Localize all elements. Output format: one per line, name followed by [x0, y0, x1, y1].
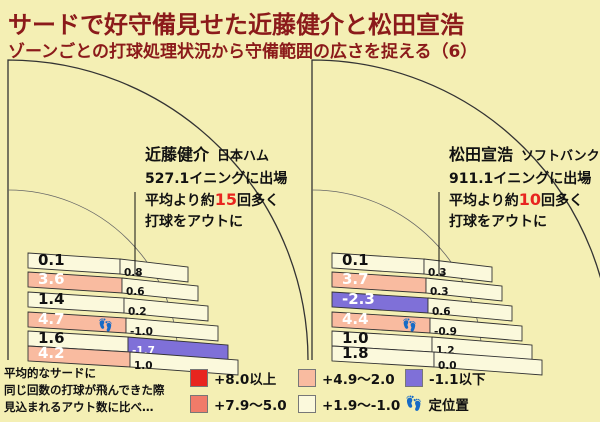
footprints-icon: 👣 — [405, 396, 423, 412]
legend-label: -1.1以下 — [429, 372, 486, 388]
zone-inner-band — [425, 277, 503, 302]
inner-value-label: 0.2 — [128, 306, 147, 318]
outfield-arc — [311, 59, 600, 360]
inner-value-label: 0.0 — [438, 360, 457, 372]
page-subtitle: ゾーンごとの打球処理状況から守備範囲の広さを捉える（6） — [8, 42, 478, 62]
zone-inner-band — [423, 258, 493, 283]
zone-inner-band — [121, 277, 199, 302]
legend-swatch — [298, 395, 316, 413]
team-name: ソフトバンク — [521, 149, 600, 164]
team-name: 日本ハム — [217, 148, 269, 164]
legend-swatch — [190, 369, 208, 387]
legend-label: +4.9〜2.0 — [322, 372, 395, 388]
zone-inner-band — [119, 258, 189, 283]
footprints-icon: 👣 — [402, 317, 417, 332]
innings-text: 911.1イニングに出場 — [449, 170, 591, 187]
inner-value-label: 0.8 — [124, 267, 143, 279]
leader-line — [134, 192, 141, 275]
legend-label: +7.9〜5.0 — [214, 398, 287, 414]
legend-note-line: 平均的なサードに — [4, 366, 96, 380]
page-title: サードで好守備見せた近藤健介と松田宣浩 — [8, 11, 464, 39]
legend-item-position: 👣 定位置 — [405, 394, 469, 414]
player-name: 松田宣浩 — [449, 145, 513, 164]
outer-value-label: 0.1 — [342, 251, 369, 269]
legend-item-1-9to-1: +1.9〜-1.0 — [298, 394, 400, 414]
innings-text: 527.1イニングに出場 — [145, 170, 287, 187]
inner-value-label: 0.6 — [432, 306, 451, 318]
legend-swatch — [298, 369, 316, 387]
outer-value-label: 1.0 — [342, 329, 369, 347]
outer-value-label: 3.6 — [38, 270, 65, 288]
footprints-icon: 👣 — [98, 317, 113, 332]
outer-value-label: 0.1 — [38, 251, 65, 269]
legend-label: +8.0以上 — [214, 372, 277, 388]
zone-inner-band — [125, 317, 219, 342]
player-name: 近藤健介 — [145, 145, 210, 164]
zone-inner-band — [427, 297, 513, 322]
legend-item-4-9to2: +4.9〜2.0 — [298, 368, 395, 388]
zone-inner-band — [129, 351, 239, 376]
summary-text-line2: 打球をアウトに — [145, 213, 243, 230]
summary-text: 平均より約10回多く — [449, 190, 583, 209]
legend-item-le8: +8.0以上 — [190, 368, 276, 388]
leader-line — [438, 192, 445, 275]
zone-inner-band — [433, 351, 543, 376]
inner-value-label: 0.3 — [428, 267, 447, 279]
inner-value-label: -0.9 — [434, 326, 457, 338]
legend-label: 定位置 — [428, 398, 469, 414]
outer-value-label: 1.8 — [342, 344, 369, 362]
outer-value-label: 1.4 — [38, 290, 65, 308]
outfield-arc — [7, 59, 309, 361]
zone-inner-band — [123, 297, 209, 322]
zone-inner-band — [429, 317, 523, 342]
inner-value-label: -1.0 — [130, 326, 153, 338]
outer-value-label: 4.4 — [342, 310, 369, 328]
legend-swatch — [190, 395, 208, 413]
legend-item-le-1-1: -1.1以下 — [405, 368, 486, 388]
summary-text-line2: 打球をアウトに — [449, 213, 547, 230]
legend-note: 平均的なサードに 同じ回数の打球が飛んできた際 見込まれるアウト数に比べ… — [4, 365, 164, 416]
legend-item-7-9to5: +7.9〜5.0 — [190, 394, 287, 414]
inner-value-label: 1.0 — [134, 360, 153, 372]
legend-note-line: 同じ回数の打球が飛んできた際 — [4, 383, 165, 397]
outer-value-label: 4.7 — [38, 310, 65, 328]
legend-note-line: 見込まれるアウト数に比べ… — [4, 400, 154, 414]
summary-text: 平均より約15回多く — [145, 190, 279, 209]
outer-value-label: 1.6 — [38, 329, 65, 347]
inner-value-label: 0.3 — [430, 286, 449, 298]
outer-value-label: 3.7 — [342, 270, 369, 288]
inner-value-label: 0.6 — [126, 286, 145, 298]
legend-swatch — [405, 369, 423, 387]
outer-value-label: 4.2 — [38, 344, 65, 362]
outer-value-label: -2.3 — [342, 290, 375, 308]
legend-label: +1.9〜-1.0 — [322, 398, 401, 414]
